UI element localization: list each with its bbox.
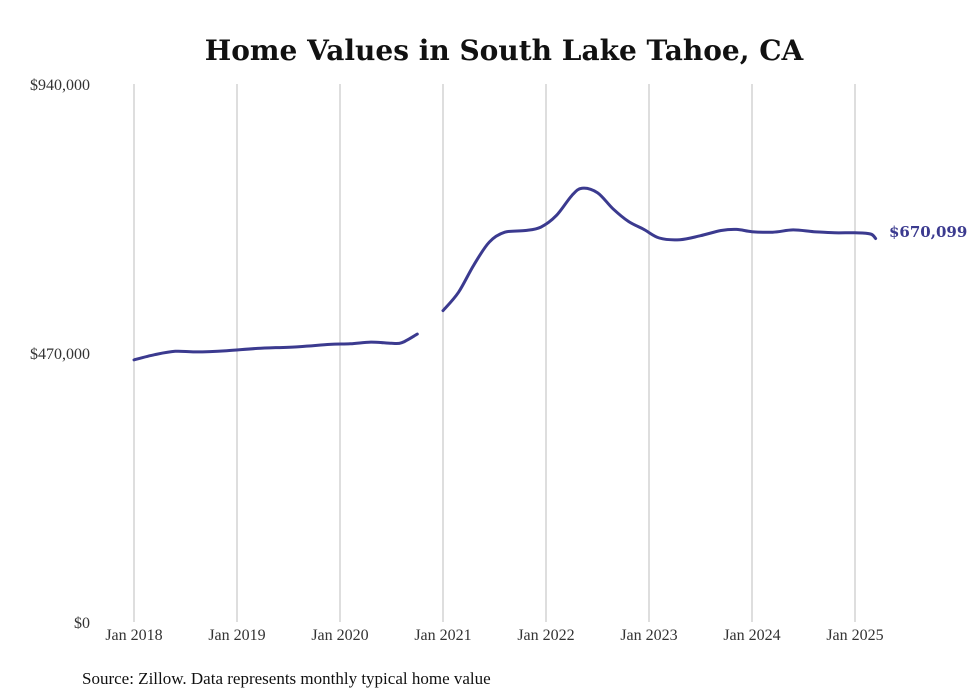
last-value-label: $670,099 [889, 223, 967, 241]
series-home-values [132, 186, 878, 362]
grid-lines [133, 84, 856, 622]
x-tick-label: Jan 2018 [105, 627, 162, 644]
x-tick-label: Jan 2020 [311, 627, 368, 644]
y-tick-label: $0 [74, 615, 90, 632]
series-line-segment-0 [132, 332, 419, 362]
x-tick-label: Jan 2019 [208, 627, 265, 644]
y-tick-label: $940,000 [30, 77, 90, 94]
y-tick-label: $470,000 [30, 346, 90, 363]
chart-title: Home Values in South Lake Tahoe, CA [205, 34, 805, 67]
y-axis-ticks: $0 $470,000 $940,000 [30, 77, 90, 632]
x-tick-label: Jan 2022 [517, 627, 574, 644]
x-tick-label: Jan 2024 [723, 627, 780, 644]
x-tick-label: Jan 2023 [620, 627, 677, 644]
x-tick-label: Jan 2025 [826, 627, 883, 644]
series-line-segment-1 [441, 186, 878, 313]
source-note: Source: Zillow. Data represents monthly … [82, 669, 491, 688]
x-axis-ticks: Jan 2018 Jan 2019 Jan 2020 Jan 2021 Jan 2022… [105, 627, 883, 644]
x-tick-label: Jan 2021 [414, 627, 471, 644]
